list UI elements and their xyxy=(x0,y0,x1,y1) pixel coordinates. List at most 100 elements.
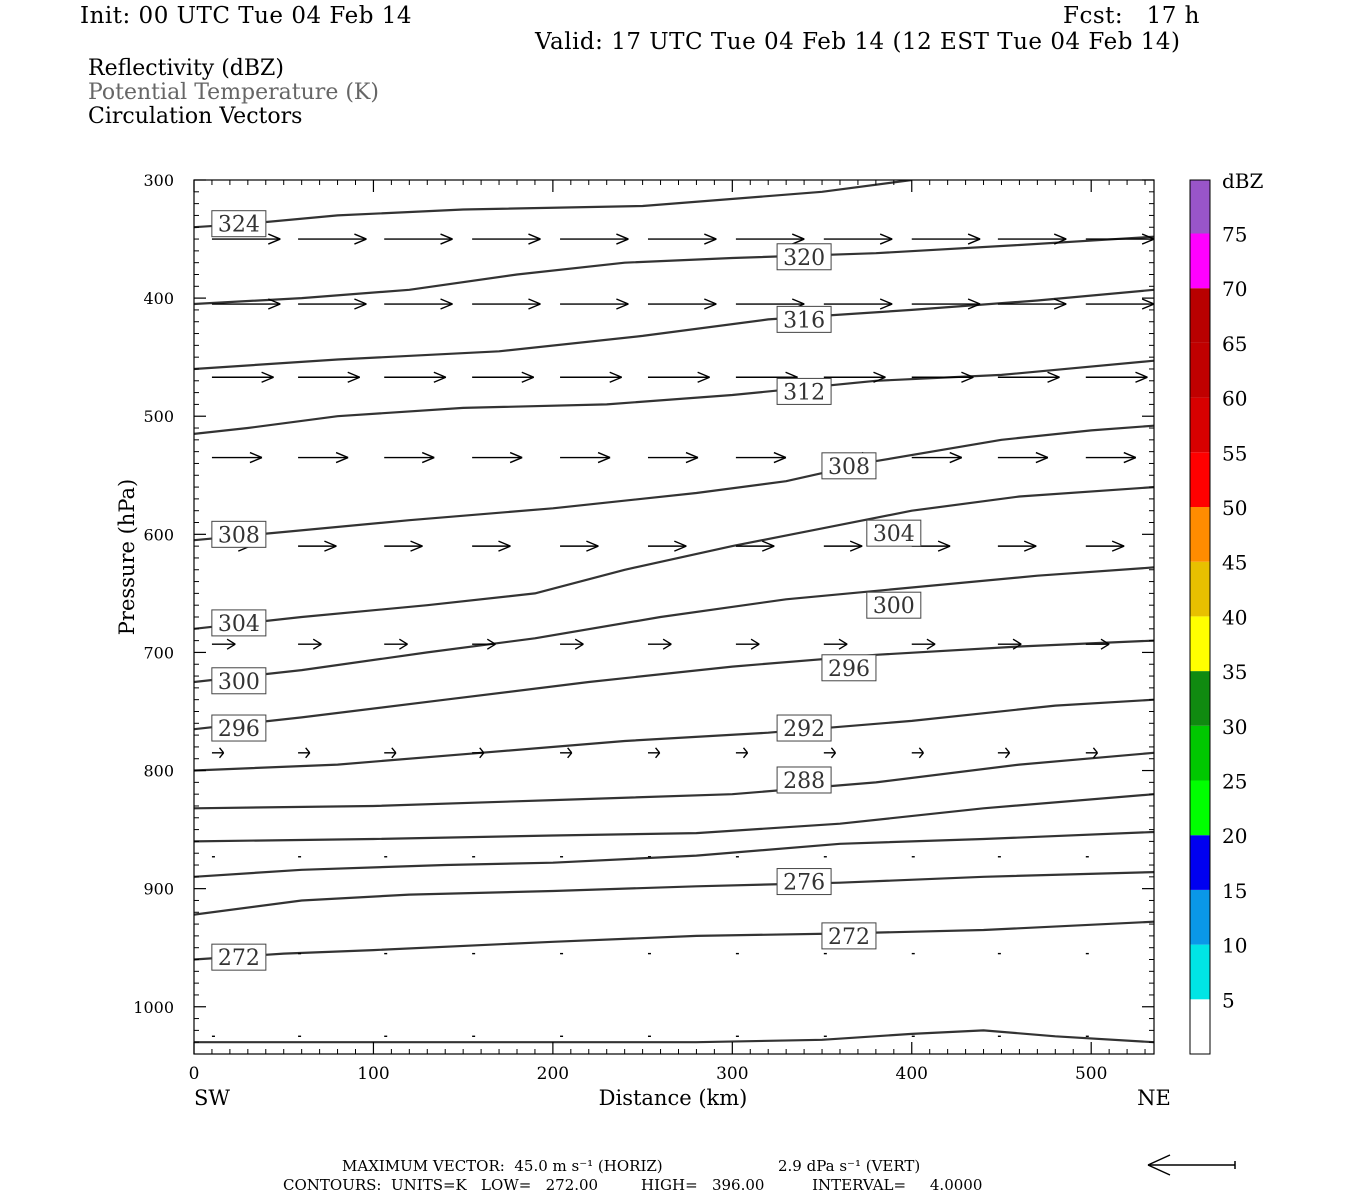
vector-head xyxy=(1111,540,1125,552)
vector-head xyxy=(567,747,573,759)
vector-head xyxy=(1141,233,1155,245)
vector-head xyxy=(574,638,584,650)
x-tick-label: 100 xyxy=(357,1064,389,1084)
y-tick-label: 800 xyxy=(143,762,174,781)
vector-head xyxy=(1012,638,1022,650)
vector-head xyxy=(421,451,435,464)
colorbar-tick-label: 15 xyxy=(1222,879,1247,903)
contour-label: 304 xyxy=(218,612,260,637)
vector-head xyxy=(410,540,423,552)
contour-label-box xyxy=(211,667,267,695)
colorbar-label: dBZ xyxy=(1222,169,1264,193)
colorbar-bin xyxy=(1190,233,1210,289)
vector-head xyxy=(440,233,453,245)
colorbar-tick-label: 45 xyxy=(1222,551,1247,575)
vector-head xyxy=(528,233,541,245)
vector-head xyxy=(354,233,367,245)
contour-label-box xyxy=(776,714,832,742)
contour-label: 300 xyxy=(873,594,915,619)
footer-max-vector: MAXIMUM VECTOR: 45.0 m s⁻¹ (HORIZ) xyxy=(342,1157,663,1175)
vector-head xyxy=(305,747,311,759)
vector-head xyxy=(830,747,837,759)
colorbar-bin xyxy=(1190,561,1210,617)
vector-head xyxy=(249,451,263,464)
vector-head xyxy=(949,451,963,464)
colorbar-tick-label: 40 xyxy=(1222,605,1247,629)
contour-label-box xyxy=(821,922,877,950)
contour-label: 308 xyxy=(218,523,260,548)
contour-label-box xyxy=(211,520,267,548)
vector-head xyxy=(961,371,974,383)
x-tick-label: 0 xyxy=(189,1064,200,1084)
vector-head xyxy=(218,747,225,759)
colorbar-tick-label: 35 xyxy=(1222,660,1247,684)
y-tick-label: 900 xyxy=(143,880,174,899)
vector-head xyxy=(521,371,535,383)
vector-head xyxy=(1047,371,1060,383)
vector-head xyxy=(433,371,447,383)
contour-label: 304 xyxy=(873,522,915,547)
colorbar-tick-label: 5 xyxy=(1222,988,1235,1012)
vector-head xyxy=(873,371,886,383)
vector-head xyxy=(1135,371,1148,383)
contour-label: 272 xyxy=(828,925,870,950)
contour-label: 300 xyxy=(218,670,260,695)
title-circulation-vectors: Circulation Vectors xyxy=(88,104,303,129)
contour-label: 272 xyxy=(218,946,260,971)
vector-head xyxy=(849,540,863,552)
vector-head xyxy=(616,298,629,310)
theta-contour-272 xyxy=(194,920,1154,961)
footer-contours: CONTOURS: UNITS=K LOW= 272.00 HIGH= 396.… xyxy=(283,1176,983,1194)
theta-contour-312 xyxy=(194,359,1154,435)
ne-label: NE xyxy=(1137,1086,1171,1110)
contour-label-box xyxy=(866,519,922,547)
contour-label: 320 xyxy=(783,246,825,271)
vector-head xyxy=(838,638,848,650)
colorbar-tick-label: 60 xyxy=(1222,387,1247,411)
footer-vert-vector: 2.9 dPa s⁻¹ (VERT) xyxy=(778,1157,921,1175)
contour-label: 292 xyxy=(783,717,825,742)
colorbar-tick-label: 55 xyxy=(1222,441,1247,465)
vector-head xyxy=(773,451,787,464)
vector-head xyxy=(685,451,699,464)
vector-head xyxy=(1035,451,1049,464)
contour-label-box xyxy=(211,943,267,971)
vector-head xyxy=(662,638,672,650)
plot-frame xyxy=(193,179,1155,1055)
vector-head xyxy=(674,540,687,552)
theta-contour-304 xyxy=(194,486,1154,630)
vector-head xyxy=(937,540,951,552)
y-tick-label: 1000 xyxy=(133,998,174,1017)
vector-head xyxy=(1123,451,1137,464)
vector-head xyxy=(440,298,453,310)
vector-head xyxy=(926,638,936,650)
contour-label: 312 xyxy=(783,380,825,405)
vector-head xyxy=(335,451,349,464)
colorbar-tick-label: 30 xyxy=(1222,715,1247,739)
theta-contour-280 xyxy=(194,830,1154,878)
colorbar-bin xyxy=(1190,725,1210,781)
title-potential-temperature: Potential Temperature (K) xyxy=(88,80,379,105)
theta-contour-284 xyxy=(194,793,1154,843)
x-tick-label: 200 xyxy=(537,1064,569,1084)
contour-label-box xyxy=(211,210,267,238)
y-tick-label: 400 xyxy=(143,289,174,308)
colorbar-tick-label: 25 xyxy=(1222,770,1247,794)
colorbar-bin xyxy=(1190,999,1210,1054)
colorbar-bin xyxy=(1190,944,1210,1000)
colorbar-tick-label: 50 xyxy=(1222,496,1247,520)
vector-head xyxy=(312,638,322,650)
contour-label-box xyxy=(776,766,832,794)
vector-head xyxy=(528,298,541,310)
plot-axes: 300 400 500 600 700 800 900 1000 0 100 200 300 400 50… xyxy=(115,171,1171,1110)
theta-contour-292 xyxy=(194,698,1154,772)
theta-contours xyxy=(194,180,1154,1044)
vector-head xyxy=(697,371,710,383)
vector-head xyxy=(1004,747,1011,759)
contour-label: 276 xyxy=(783,871,825,896)
theta-contour-300 xyxy=(194,566,1154,684)
vector-head xyxy=(1100,638,1110,650)
title-reflectivity: Reflectivity (dBZ) xyxy=(88,56,284,81)
contour-label-box xyxy=(821,452,877,480)
